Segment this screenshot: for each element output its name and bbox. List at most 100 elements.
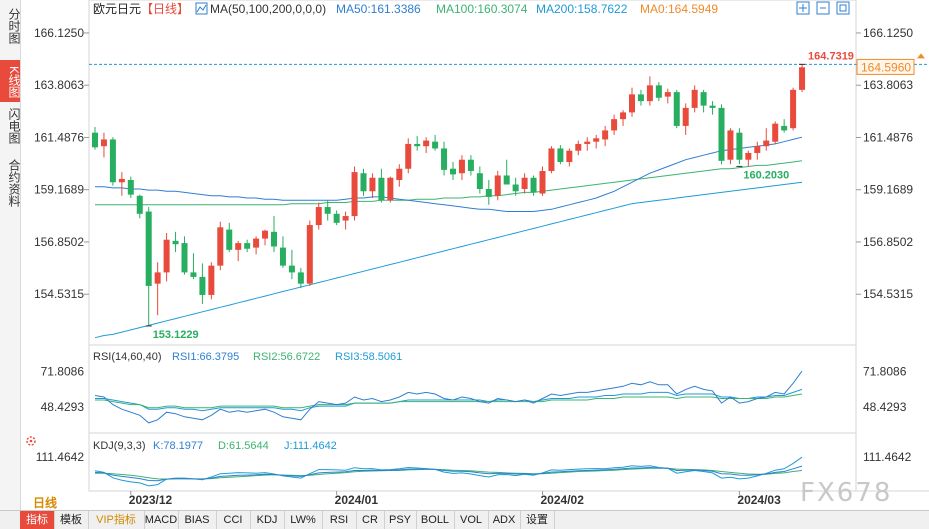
minimize-icon[interactable] — [816, 1, 830, 15]
candle-up — [387, 177, 394, 201]
candle-up — [315, 207, 322, 226]
candle-down — [512, 184, 519, 192]
y-tick-label-left: 163.8063 — [34, 78, 84, 92]
candle-down — [414, 143, 421, 147]
candle-up — [611, 119, 618, 131]
y-tick-label-left: 161.4876 — [34, 130, 84, 144]
toolbar-item-9[interactable]: CR — [356, 511, 385, 529]
candle-down — [136, 195, 143, 214]
rsi-label: RSI(14,60,40) — [93, 351, 161, 363]
toolbar-item-5[interactable]: CCI — [216, 511, 251, 529]
candle-down — [226, 229, 233, 250]
toolbar-item-4[interactable]: BIAS — [178, 511, 217, 529]
chart-title: 欧元日元 — [93, 2, 141, 16]
candle-down — [637, 94, 644, 102]
price-up-arrow-icon — [917, 53, 925, 59]
candle-up — [763, 140, 770, 147]
candle-down — [450, 168, 456, 175]
candle-up — [253, 238, 260, 248]
x-tick-label: 2024/02 — [541, 493, 585, 507]
toolbar-item-11[interactable]: BOLL — [416, 511, 455, 529]
sidebar-tab-2[interactable]: 闪电图 — [7, 108, 21, 144]
settings-gear-icon[interactable] — [26, 436, 36, 446]
toolbar-item-8[interactable]: RSI — [322, 511, 357, 529]
x-tick-label: 2024/03 — [737, 493, 781, 507]
toolbar-item-10[interactable]: PSY — [384, 511, 417, 529]
y-tick-label-right: 166.1250 — [863, 26, 913, 40]
candle-up — [593, 138, 600, 142]
ma200-line — [94, 181, 803, 339]
toolbar-item-0[interactable]: 指标 — [20, 511, 55, 529]
rsi-tick-label-right: 48.4293 — [863, 400, 907, 414]
min-price-label: 153.1229 — [153, 329, 199, 341]
candle-up — [217, 227, 224, 266]
candle-up — [351, 172, 358, 217]
candle-up — [799, 67, 806, 90]
kdj-tick-label-right: 111.4642 — [863, 450, 912, 464]
candle-up — [602, 130, 609, 140]
rsi-tick-label-left: 48.4293 — [41, 400, 85, 414]
candle-down — [288, 265, 295, 273]
chart-canvas: 欧元日元 【日线】 MA(50,100,200,0,0,0) MA50:161.… — [26, 0, 929, 507]
toolbar-item-6[interactable]: KDJ — [250, 511, 285, 529]
candle-up — [584, 141, 591, 144]
toolbar-item-13[interactable]: ADX — [488, 511, 521, 529]
candle-up — [548, 148, 555, 171]
toolbar-item-1[interactable]: 模板 — [54, 511, 89, 529]
candle-down — [190, 272, 197, 277]
sidebar-tab-1[interactable]: K线图 — [0, 60, 21, 102]
y-tick-label-left: 159.1689 — [34, 183, 84, 197]
candle-down — [333, 213, 340, 223]
kdj-j-value: J:111.4642 — [284, 440, 337, 452]
candle-up — [208, 265, 215, 295]
ma0-value: MA0:164.5949 — [640, 2, 718, 16]
ma200-value: MA200:158.7622 — [536, 2, 628, 16]
restore-icon[interactable] — [836, 1, 850, 15]
candle-up — [629, 94, 635, 113]
ma100-line — [95, 160, 803, 206]
kdj-label: KDJ(9,3,3) — [93, 440, 146, 452]
toolbar-item-2[interactable]: VIP指标 — [88, 511, 145, 529]
ma-params: MA(50,100,200,0,0,0) — [210, 2, 326, 16]
candle-down — [503, 175, 510, 185]
y-tick-label-right: 163.8063 — [863, 78, 913, 92]
candle-up — [691, 89, 698, 108]
candle-up — [262, 230, 269, 239]
kdj-d-value: D:61.5644 — [218, 440, 269, 452]
candle-up — [790, 89, 797, 129]
candle-up — [539, 170, 546, 194]
y-tick-label-left: 166.1250 — [34, 26, 84, 40]
kdj-k-line — [94, 465, 803, 482]
kdj-d-line — [95, 467, 803, 480]
candle-up — [682, 107, 689, 126]
candle-up — [646, 85, 653, 102]
candle-up — [754, 146, 761, 153]
toolbar-item-14[interactable]: 设置 — [520, 511, 555, 529]
crosshair-icon[interactable] — [796, 1, 810, 15]
candle-up — [745, 152, 752, 160]
candle-up — [727, 130, 734, 160]
candle-down — [109, 139, 116, 183]
toolbar-item-12[interactable]: VOL — [454, 511, 489, 529]
candle-up — [306, 225, 313, 284]
candle-down — [145, 211, 152, 286]
rsi2-line — [95, 393, 803, 409]
toolbar-item-7[interactable]: LW% — [284, 511, 323, 529]
candle-down — [485, 189, 492, 197]
rsi-layer — [94, 370, 803, 424]
period-label[interactable]: 日线 — [33, 496, 58, 510]
candle-down — [172, 240, 179, 245]
candle-up — [575, 143, 582, 151]
sidebar-tab-3[interactable]: 合约资料 — [7, 159, 21, 207]
y-tick-label-left: 156.8502 — [34, 235, 84, 249]
candle-up — [664, 92, 671, 97]
x-tick-label: 2023/12 — [129, 493, 173, 507]
max-price-label: 164.7319 — [808, 50, 854, 62]
sidebar-tab-0[interactable]: 分时图 — [7, 8, 21, 44]
toolbar-item-3[interactable]: MACD — [144, 511, 179, 529]
ma100-value: MA100:160.3074 — [436, 2, 528, 16]
period-tag: 日线 — [153, 2, 177, 16]
ma-icon[interactable] — [195, 2, 208, 15]
y-tick-label-right: 154.5315 — [863, 287, 913, 301]
candle-up — [405, 143, 412, 169]
